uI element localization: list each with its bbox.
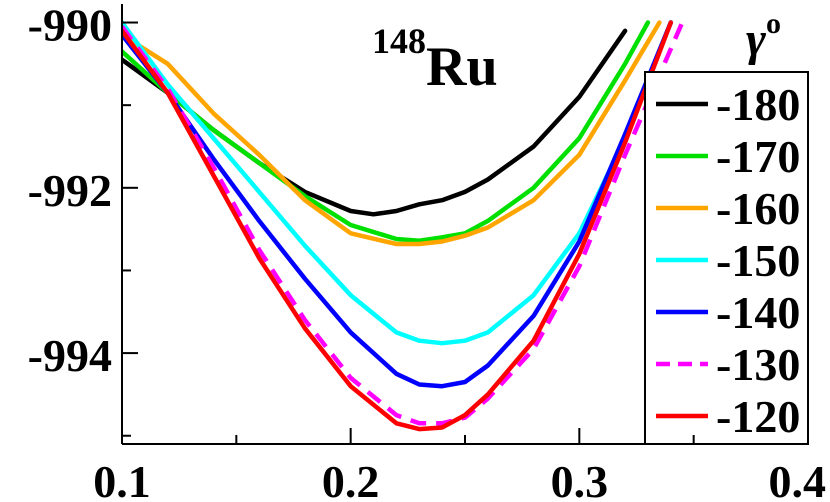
legend-label-0: -180 xyxy=(716,79,800,130)
y-tick-label: -994 xyxy=(28,330,112,381)
x-tick-label: 0.3 xyxy=(551,456,609,502)
series-layer xyxy=(122,20,685,432)
x-tick-label: 0.2 xyxy=(322,456,380,502)
legend-title-symbol: γ xyxy=(746,13,766,66)
legend-label-4: -140 xyxy=(716,287,800,338)
series-line-5 xyxy=(122,21,685,426)
legend-label-3: -150 xyxy=(716,235,800,286)
x-tick-label: 0.1 xyxy=(93,456,151,502)
nucleus-mass-number: 148 xyxy=(372,21,426,61)
legend-title-superscript: o xyxy=(766,7,781,40)
legend-label-6: -120 xyxy=(716,391,800,442)
legend-label-1: -170 xyxy=(716,131,800,182)
legend-label-5: -130 xyxy=(716,339,800,390)
nucleus-label: 148Ru xyxy=(372,21,498,98)
series-line-6 xyxy=(122,20,674,432)
y-tick-label: -990 xyxy=(28,0,112,51)
series-line-2 xyxy=(122,20,662,247)
x-tick-label: 0.4 xyxy=(769,456,827,502)
nucleus-symbol: Ru xyxy=(426,36,498,98)
legend: γo -180-170-160-150-140-130-120 xyxy=(644,7,809,445)
series-line-1 xyxy=(122,20,651,243)
legend-title: γo xyxy=(746,7,781,66)
series-line-4 xyxy=(122,20,674,389)
legend-label-2: -160 xyxy=(716,183,800,234)
y-tick-label: -992 xyxy=(28,165,112,216)
axes: 0.1 0.2 0.3 0.4 -990 -992 -994 xyxy=(28,0,826,502)
series-line-3 xyxy=(122,20,674,346)
annotation: 148Ru xyxy=(372,21,498,98)
